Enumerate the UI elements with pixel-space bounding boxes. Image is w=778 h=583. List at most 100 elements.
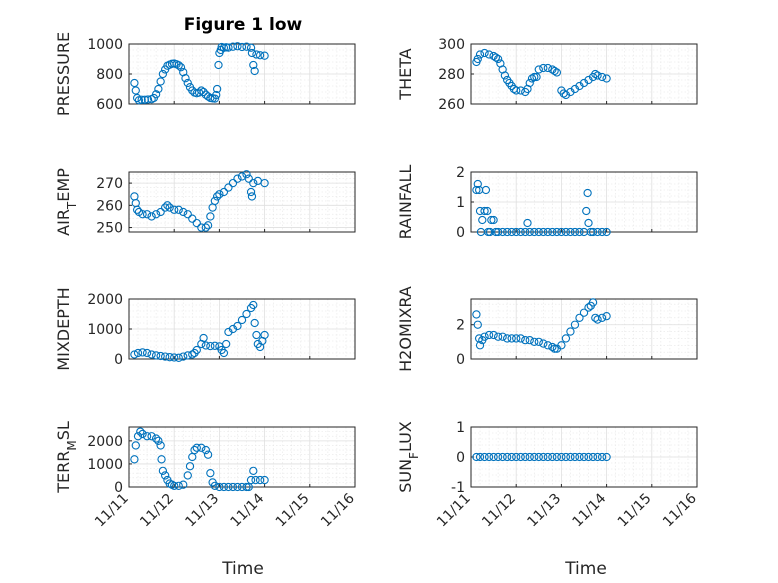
data-point — [525, 452, 534, 462]
data-point — [174, 481, 183, 490]
y-tick-label: 1 — [456, 420, 465, 436]
data-point — [602, 452, 611, 462]
data-point — [219, 482, 229, 492]
data-point — [475, 452, 485, 462]
y-tick-label: 800 — [96, 67, 123, 83]
y-tick-label: 260 — [438, 97, 465, 113]
y-axis-label: RAINFALL — [396, 165, 415, 240]
data-point — [156, 207, 165, 217]
data-point — [249, 300, 258, 310]
data-point — [483, 206, 492, 216]
data-point — [503, 452, 512, 462]
data-point — [250, 66, 259, 76]
y-axis-label: H2OMIXRA — [396, 286, 415, 372]
data-point — [584, 303, 593, 312]
data-point — [480, 206, 489, 216]
data-point — [203, 450, 213, 459]
data-point — [512, 334, 521, 343]
data-point — [512, 86, 521, 95]
data-point — [548, 452, 557, 462]
panel-mixdepth: 0 1000 2000 MIXDEPTH — [54, 287, 356, 371]
data-point — [242, 482, 251, 492]
data-point — [557, 227, 566, 237]
y-tick-label: 280 — [438, 67, 465, 83]
x-axis-label-left: Time — [221, 559, 264, 579]
data-point — [143, 95, 153, 104]
x-axis-label-right: Time — [564, 559, 607, 579]
data-point — [142, 432, 152, 441]
data-point — [210, 481, 220, 490]
data-point — [233, 321, 242, 331]
data-point — [249, 60, 258, 70]
data-point — [260, 475, 269, 485]
data-point — [575, 313, 584, 323]
figure-title: Figure 1 low — [184, 15, 303, 35]
y-tick-label: 1000 — [87, 322, 123, 338]
data-point — [523, 218, 532, 228]
data-point — [579, 308, 589, 317]
data-point — [539, 452, 548, 462]
data-point — [527, 74, 537, 83]
data-point — [516, 334, 525, 343]
data-point — [480, 48, 489, 58]
y-tick-label: 250 — [96, 221, 123, 237]
data-point — [201, 223, 210, 232]
data-point — [176, 63, 186, 72]
y-tick-label: 300 — [438, 37, 465, 53]
data-point — [157, 455, 166, 464]
data-point — [170, 481, 179, 490]
data-point — [224, 482, 233, 492]
data-point — [557, 452, 566, 462]
data-point — [485, 227, 495, 237]
panel-pressure: 600 800 1000 PRESSURE — [54, 32, 356, 116]
data-point — [255, 51, 265, 60]
data-point — [170, 353, 179, 362]
data-point — [242, 309, 251, 319]
data-point — [174, 61, 183, 70]
data-point — [212, 90, 221, 100]
panel-rainfall: 0 1 2 RAINFALL — [396, 165, 698, 241]
data-point — [548, 342, 557, 352]
data-point — [244, 174, 253, 183]
data-point — [188, 214, 197, 223]
data-point — [206, 212, 215, 221]
y-axis-label: SUNFLUX — [396, 421, 421, 493]
data-point — [584, 452, 593, 462]
data-point — [165, 203, 174, 212]
data-point — [251, 475, 260, 485]
data-point — [174, 205, 183, 214]
data-point — [197, 86, 206, 95]
data-point — [484, 452, 494, 462]
y-tick-label: -1 — [451, 480, 465, 496]
panel-theta: 260 280 300 THETA — [396, 37, 698, 113]
data-point — [503, 227, 512, 237]
data-point — [188, 350, 197, 359]
data-point — [534, 337, 543, 347]
y-tick-label: 0 — [456, 225, 465, 241]
data-point — [521, 452, 530, 462]
data-point — [252, 330, 261, 340]
axes-border — [128, 171, 356, 233]
data-point — [185, 462, 195, 471]
data-point — [255, 475, 265, 485]
data-point — [579, 452, 589, 462]
data-point — [489, 215, 498, 225]
data-point — [481, 185, 491, 195]
data-point — [246, 43, 256, 52]
data-point — [566, 227, 575, 237]
data-point — [557, 341, 566, 350]
data-point — [532, 72, 541, 82]
data-point — [473, 54, 482, 64]
panel-air-temp: 250 260 270 AIRTEMP — [54, 168, 356, 237]
panel-h2omixra: 0 2 H2OMIXRA — [396, 286, 698, 372]
y-tick-label: 260 — [96, 198, 123, 214]
data-point — [566, 327, 575, 336]
data-point — [233, 42, 242, 51]
x-tick-label: 11/15 — [273, 491, 313, 531]
data-point — [137, 95, 146, 104]
data-point — [203, 221, 213, 230]
data-point — [512, 452, 521, 462]
data-point — [561, 227, 571, 237]
data-point — [181, 74, 190, 83]
data-point — [210, 196, 220, 206]
